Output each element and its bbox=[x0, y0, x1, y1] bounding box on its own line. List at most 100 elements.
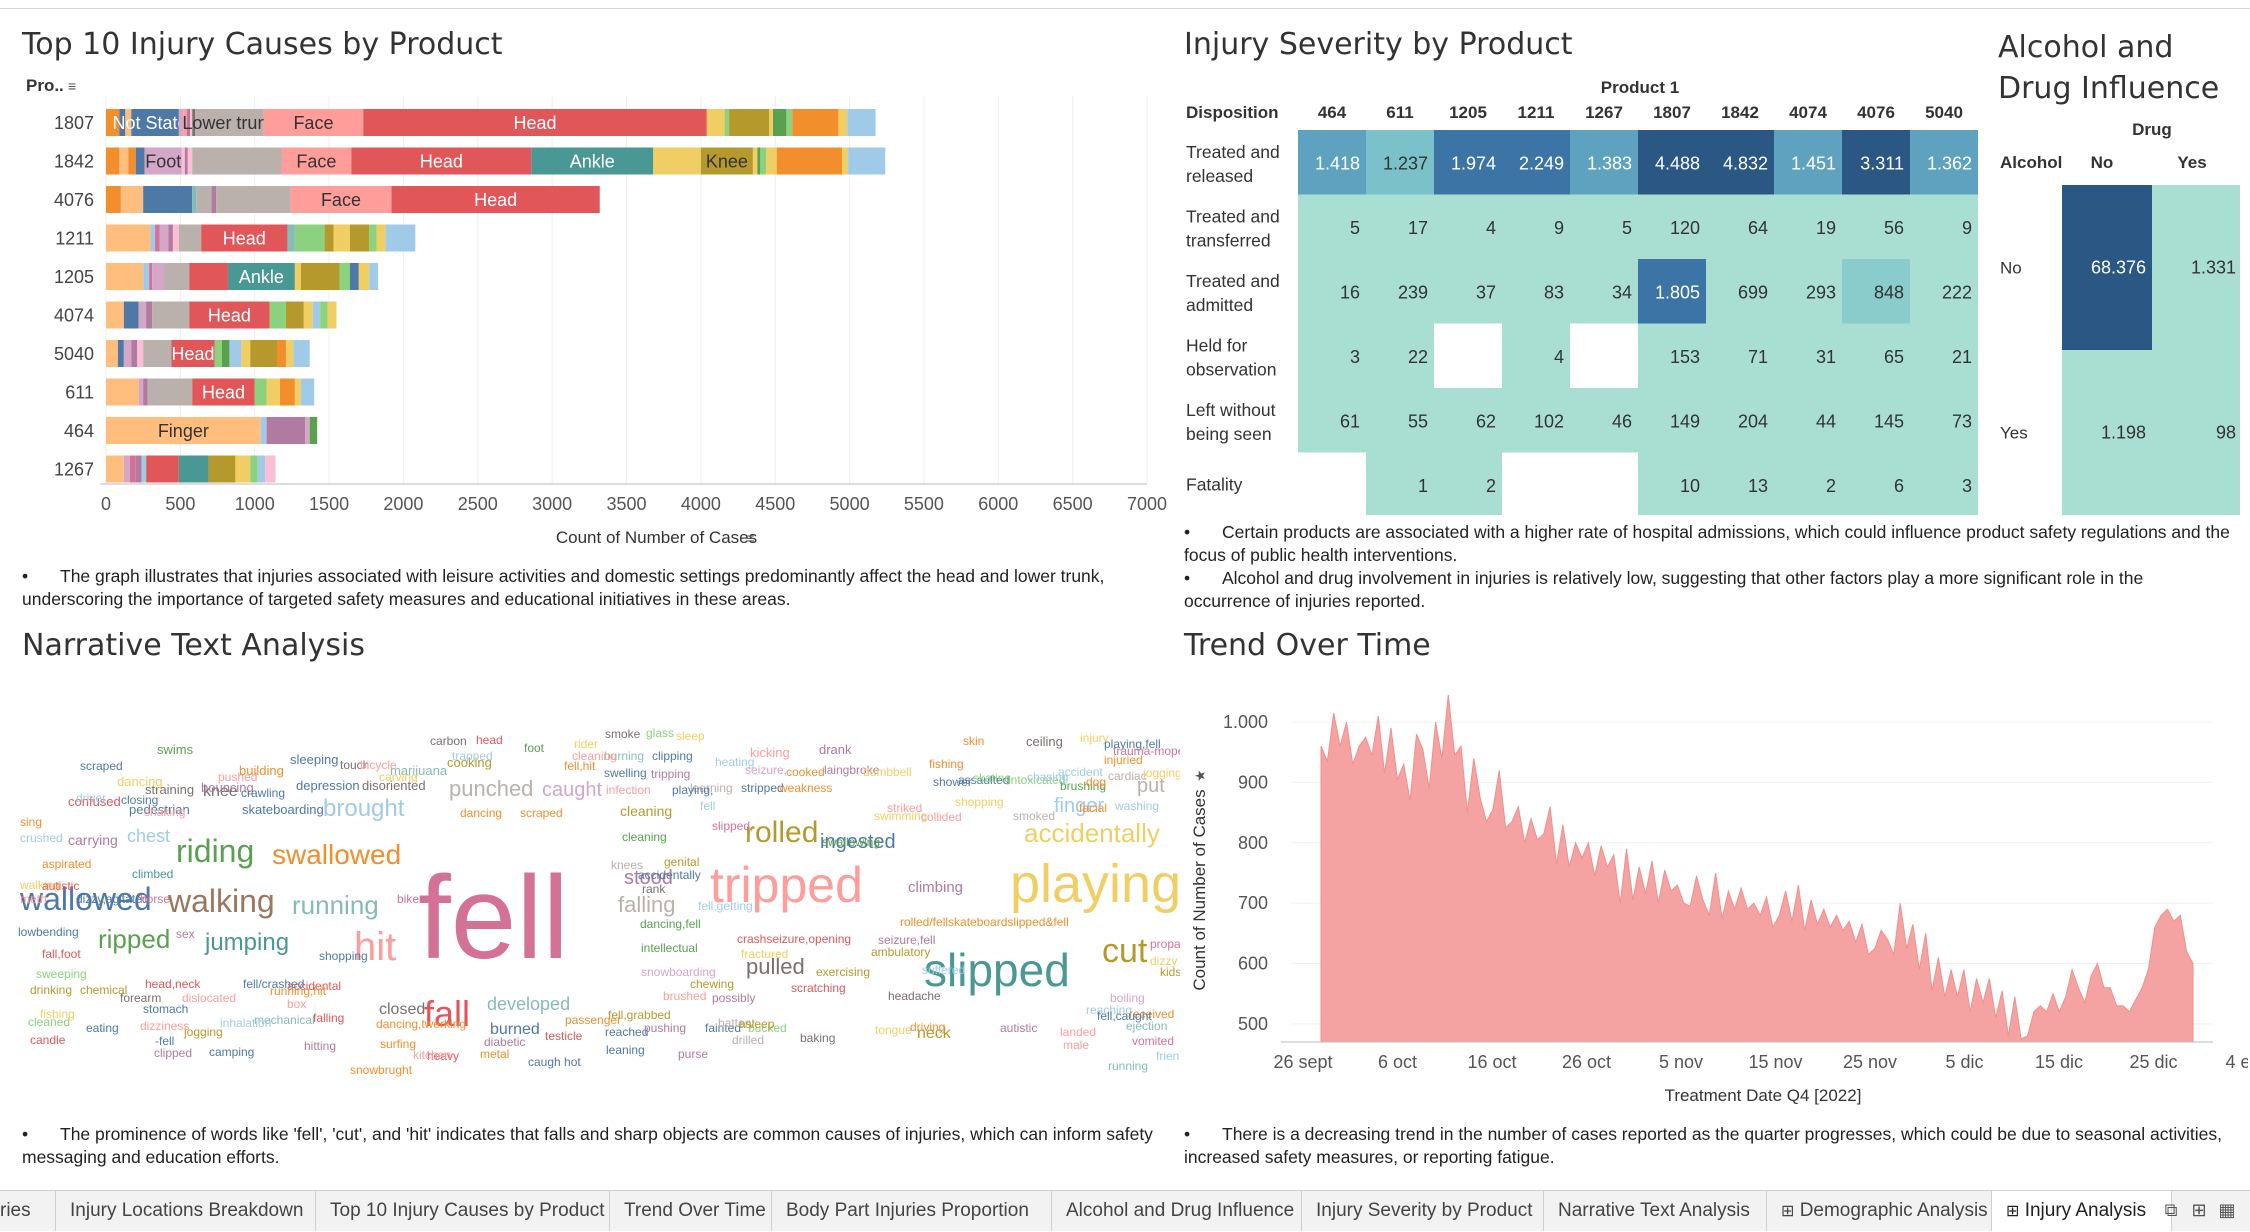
cloud-word[interactable]: kitchen bbox=[413, 1048, 451, 1062]
cloud-word[interactable]: propane bbox=[1150, 937, 1180, 951]
heatmap-cell[interactable] bbox=[1434, 194, 1502, 260]
bar-segment[interactable] bbox=[192, 147, 282, 175]
cloud-word[interactable]: sex bbox=[176, 927, 195, 941]
bar-segment[interactable] bbox=[119, 109, 126, 136]
cloud-word[interactable]: camping bbox=[209, 1045, 254, 1059]
cloud-word[interactable]: swallowing bbox=[822, 835, 880, 849]
heatmap-cell[interactable] bbox=[1638, 259, 1706, 324]
heatmap-cell[interactable] bbox=[1910, 130, 1978, 195]
bar-segment[interactable] bbox=[300, 378, 315, 406]
cloud-word[interactable]: slipped bbox=[924, 944, 1070, 996]
cloud-word[interactable]: cardiac bbox=[1108, 769, 1147, 783]
heatmap-cell[interactable] bbox=[1774, 130, 1842, 195]
cloud-word[interactable]: fell,grabbed bbox=[608, 1008, 671, 1022]
cloud-word[interactable]: crashseizure,opening bbox=[737, 932, 851, 946]
cloud-word[interactable]: disoriented bbox=[362, 778, 426, 793]
bar-segment[interactable] bbox=[757, 147, 761, 175]
cloud-word[interactable]: dog bbox=[1086, 775, 1106, 789]
cloud-word[interactable]: cooking bbox=[447, 755, 492, 770]
cloud-word[interactable]: carbon bbox=[430, 734, 467, 748]
bar-segment[interactable] bbox=[195, 109, 264, 136]
cloud-word[interactable]: learning bbox=[690, 781, 733, 795]
cloud-word[interactable]: knee bbox=[203, 783, 238, 800]
bar-segment[interactable] bbox=[163, 263, 190, 290]
new-story-icon[interactable]: ▦ bbox=[2218, 1200, 2236, 1220]
bar-segment[interactable] bbox=[265, 455, 276, 483]
tab-demographic-analysis[interactable]: ⊞ Demographic Analysis bbox=[1767, 1191, 1992, 1231]
cloud-word[interactable]: forearm bbox=[120, 991, 161, 1005]
cloud-word[interactable]: sleep bbox=[676, 729, 705, 743]
heatmap-cell[interactable] bbox=[1706, 323, 1774, 389]
cloud-word[interactable]: inhalation bbox=[220, 1016, 271, 1030]
cloud-word[interactable]: genital bbox=[664, 855, 699, 869]
bar-segment[interactable] bbox=[229, 340, 242, 367]
bar-segment[interactable] bbox=[369, 263, 379, 290]
heatmap-cell[interactable] bbox=[1842, 259, 1910, 324]
bar-segment[interactable] bbox=[152, 263, 164, 290]
cloud-word[interactable]: marijuana bbox=[390, 763, 448, 778]
bar-segment[interactable] bbox=[135, 147, 145, 175]
heatmap-cell[interactable] bbox=[1298, 323, 1366, 389]
cloud-word[interactable]: skin bbox=[963, 734, 984, 748]
cloud-word[interactable]: cut bbox=[1102, 932, 1148, 970]
bar-segment[interactable] bbox=[324, 224, 334, 252]
cloud-word[interactable]: lowbending bbox=[18, 925, 79, 939]
cloud-word[interactable]: falling bbox=[313, 1011, 344, 1025]
tab-alcohol-drug-influence[interactable]: Alcohol and Drug Influence bbox=[1052, 1191, 1302, 1231]
cloud-word[interactable]: carrying bbox=[68, 832, 118, 848]
cloud-word[interactable]: accidentally bbox=[1024, 818, 1160, 848]
heatmap-cell[interactable] bbox=[1502, 323, 1570, 389]
heatmap-cell[interactable] bbox=[1298, 259, 1366, 324]
bar-segment[interactable] bbox=[201, 224, 288, 252]
cloud-word[interactable]: kicking bbox=[750, 745, 790, 760]
cloud-word[interactable]: eating bbox=[86, 1021, 119, 1035]
heatmap-cell[interactable] bbox=[1638, 194, 1706, 260]
cloud-word[interactable]: rider bbox=[574, 737, 598, 751]
cloud-word[interactable]: candle bbox=[30, 1033, 66, 1047]
bar-segment[interactable] bbox=[125, 109, 132, 136]
bar-segment[interactable] bbox=[294, 378, 301, 406]
cloud-word[interactable]: laingbroke bbox=[824, 763, 880, 777]
cloud-word[interactable]: playing, bbox=[672, 783, 713, 797]
heatmap-cell[interactable] bbox=[1434, 452, 1502, 516]
cloud-word[interactable]: seizure,fell bbox=[878, 933, 935, 947]
cloud-word[interactable]: crawling bbox=[241, 786, 285, 800]
heatmap-cell[interactable] bbox=[1366, 130, 1434, 195]
cloud-word[interactable]: foot bbox=[524, 741, 545, 755]
cloud-word[interactable]: dumbbell bbox=[863, 765, 912, 779]
bar-segment[interactable] bbox=[653, 147, 701, 175]
heatmap-cell[interactable] bbox=[1434, 388, 1502, 453]
cloud-word[interactable]: fell,hit bbox=[564, 759, 596, 773]
heatmap-cell[interactable] bbox=[1298, 452, 1366, 516]
cloud-word[interactable]: caught bbox=[542, 779, 602, 801]
cloud-word[interactable]: pushed bbox=[218, 770, 257, 784]
bar-segment[interactable] bbox=[277, 340, 286, 367]
heatmap-cell[interactable] bbox=[1706, 259, 1774, 324]
cloud-word[interactable]: seizure, bbox=[745, 763, 787, 777]
cloud-word[interactable]: sing bbox=[20, 815, 42, 829]
tab-narrative-text-analysis[interactable]: Narrative Text Analysis bbox=[1544, 1191, 1767, 1231]
cloud-word[interactable]: neck bbox=[917, 1025, 952, 1042]
cloud-word[interactable]: depression bbox=[296, 778, 360, 793]
bar-segment[interactable] bbox=[266, 417, 306, 444]
bar-segment[interactable] bbox=[135, 455, 142, 483]
bar-segment[interactable] bbox=[285, 340, 294, 367]
bar-segment[interactable] bbox=[294, 224, 325, 252]
cloud-word[interactable]: ambulatory bbox=[871, 945, 930, 959]
bar-segment[interactable] bbox=[123, 455, 130, 483]
heatmap-cell[interactable] bbox=[1638, 323, 1706, 389]
heatmap-cell[interactable] bbox=[1910, 452, 1978, 516]
cloud-word[interactable]: heavy bbox=[427, 1049, 459, 1063]
cloud-word[interactable]: wallowed bbox=[19, 881, 152, 917]
tab-stories-partial[interactable]: ries bbox=[0, 1191, 56, 1231]
bar-segment[interactable] bbox=[184, 147, 188, 175]
bar-segment[interactable] bbox=[129, 455, 136, 483]
cloud-word[interactable]: dizziness bbox=[140, 1019, 189, 1033]
bar-segment[interactable] bbox=[303, 301, 313, 329]
cloud-word[interactable]: punched bbox=[449, 776, 533, 801]
cloud-word[interactable]: landed bbox=[1060, 1025, 1096, 1039]
bar-segment[interactable] bbox=[190, 109, 193, 136]
cloud-word[interactable]: swallowed bbox=[272, 839, 401, 870]
bar-segment[interactable] bbox=[149, 263, 153, 290]
bar-segment[interactable] bbox=[137, 340, 144, 367]
